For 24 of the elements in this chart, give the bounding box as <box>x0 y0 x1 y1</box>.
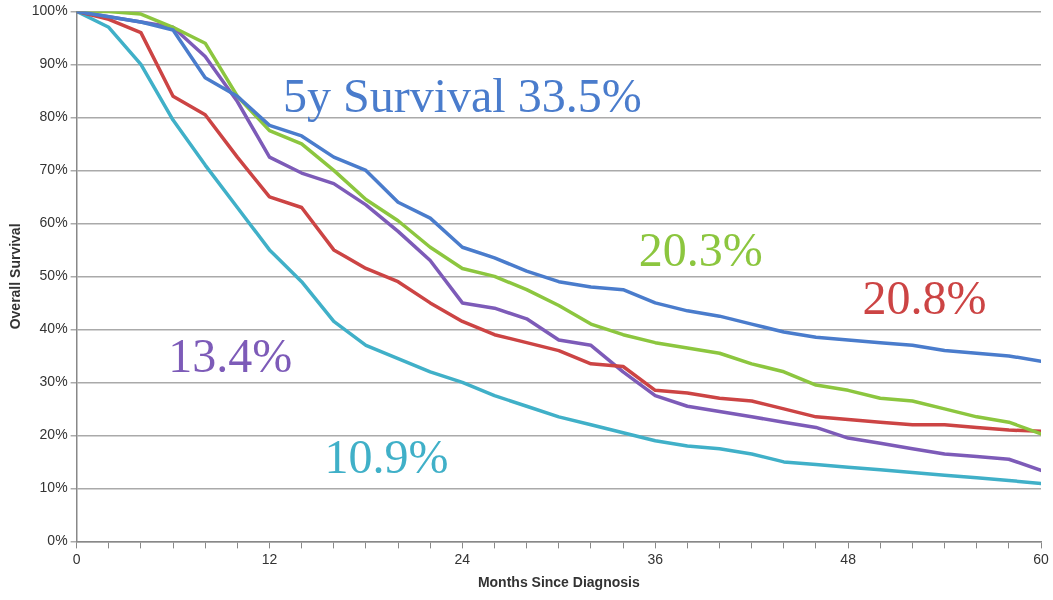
x-tick-label: 12 <box>261 550 278 567</box>
annotation: 13.4% <box>168 329 293 383</box>
y-tick-label: 40% <box>39 320 68 337</box>
x-tick-label: 36 <box>647 550 664 567</box>
y-tick-label: 10% <box>39 479 68 496</box>
y-tick-label: 60% <box>39 214 68 231</box>
annotation: 10.9% <box>324 430 449 484</box>
x-axis-title: Months Since Diagnosis <box>477 574 640 591</box>
y-tick-label: 0% <box>47 532 68 549</box>
x-tick-label: 0 <box>72 550 81 567</box>
x-tick-label: 60 <box>1033 550 1049 567</box>
y-tick-label: 80% <box>39 108 68 125</box>
x-tick-label: 24 <box>454 550 471 567</box>
annotation: 5y Survival 33.5% <box>282 68 642 122</box>
y-tick-label: 90% <box>39 55 68 72</box>
y-tick-label: 70% <box>39 161 68 178</box>
y-tick-label: 20% <box>39 426 68 443</box>
x-tick-label: 48 <box>840 550 857 567</box>
y-tick-label: 100% <box>31 2 68 19</box>
annotation: 20.8% <box>862 270 987 324</box>
y-tick-label: 50% <box>39 267 68 284</box>
annotation: 20.3% <box>638 223 763 277</box>
y-tick-label: 30% <box>39 373 68 390</box>
y-axis-title: Overall Survival <box>7 223 24 330</box>
